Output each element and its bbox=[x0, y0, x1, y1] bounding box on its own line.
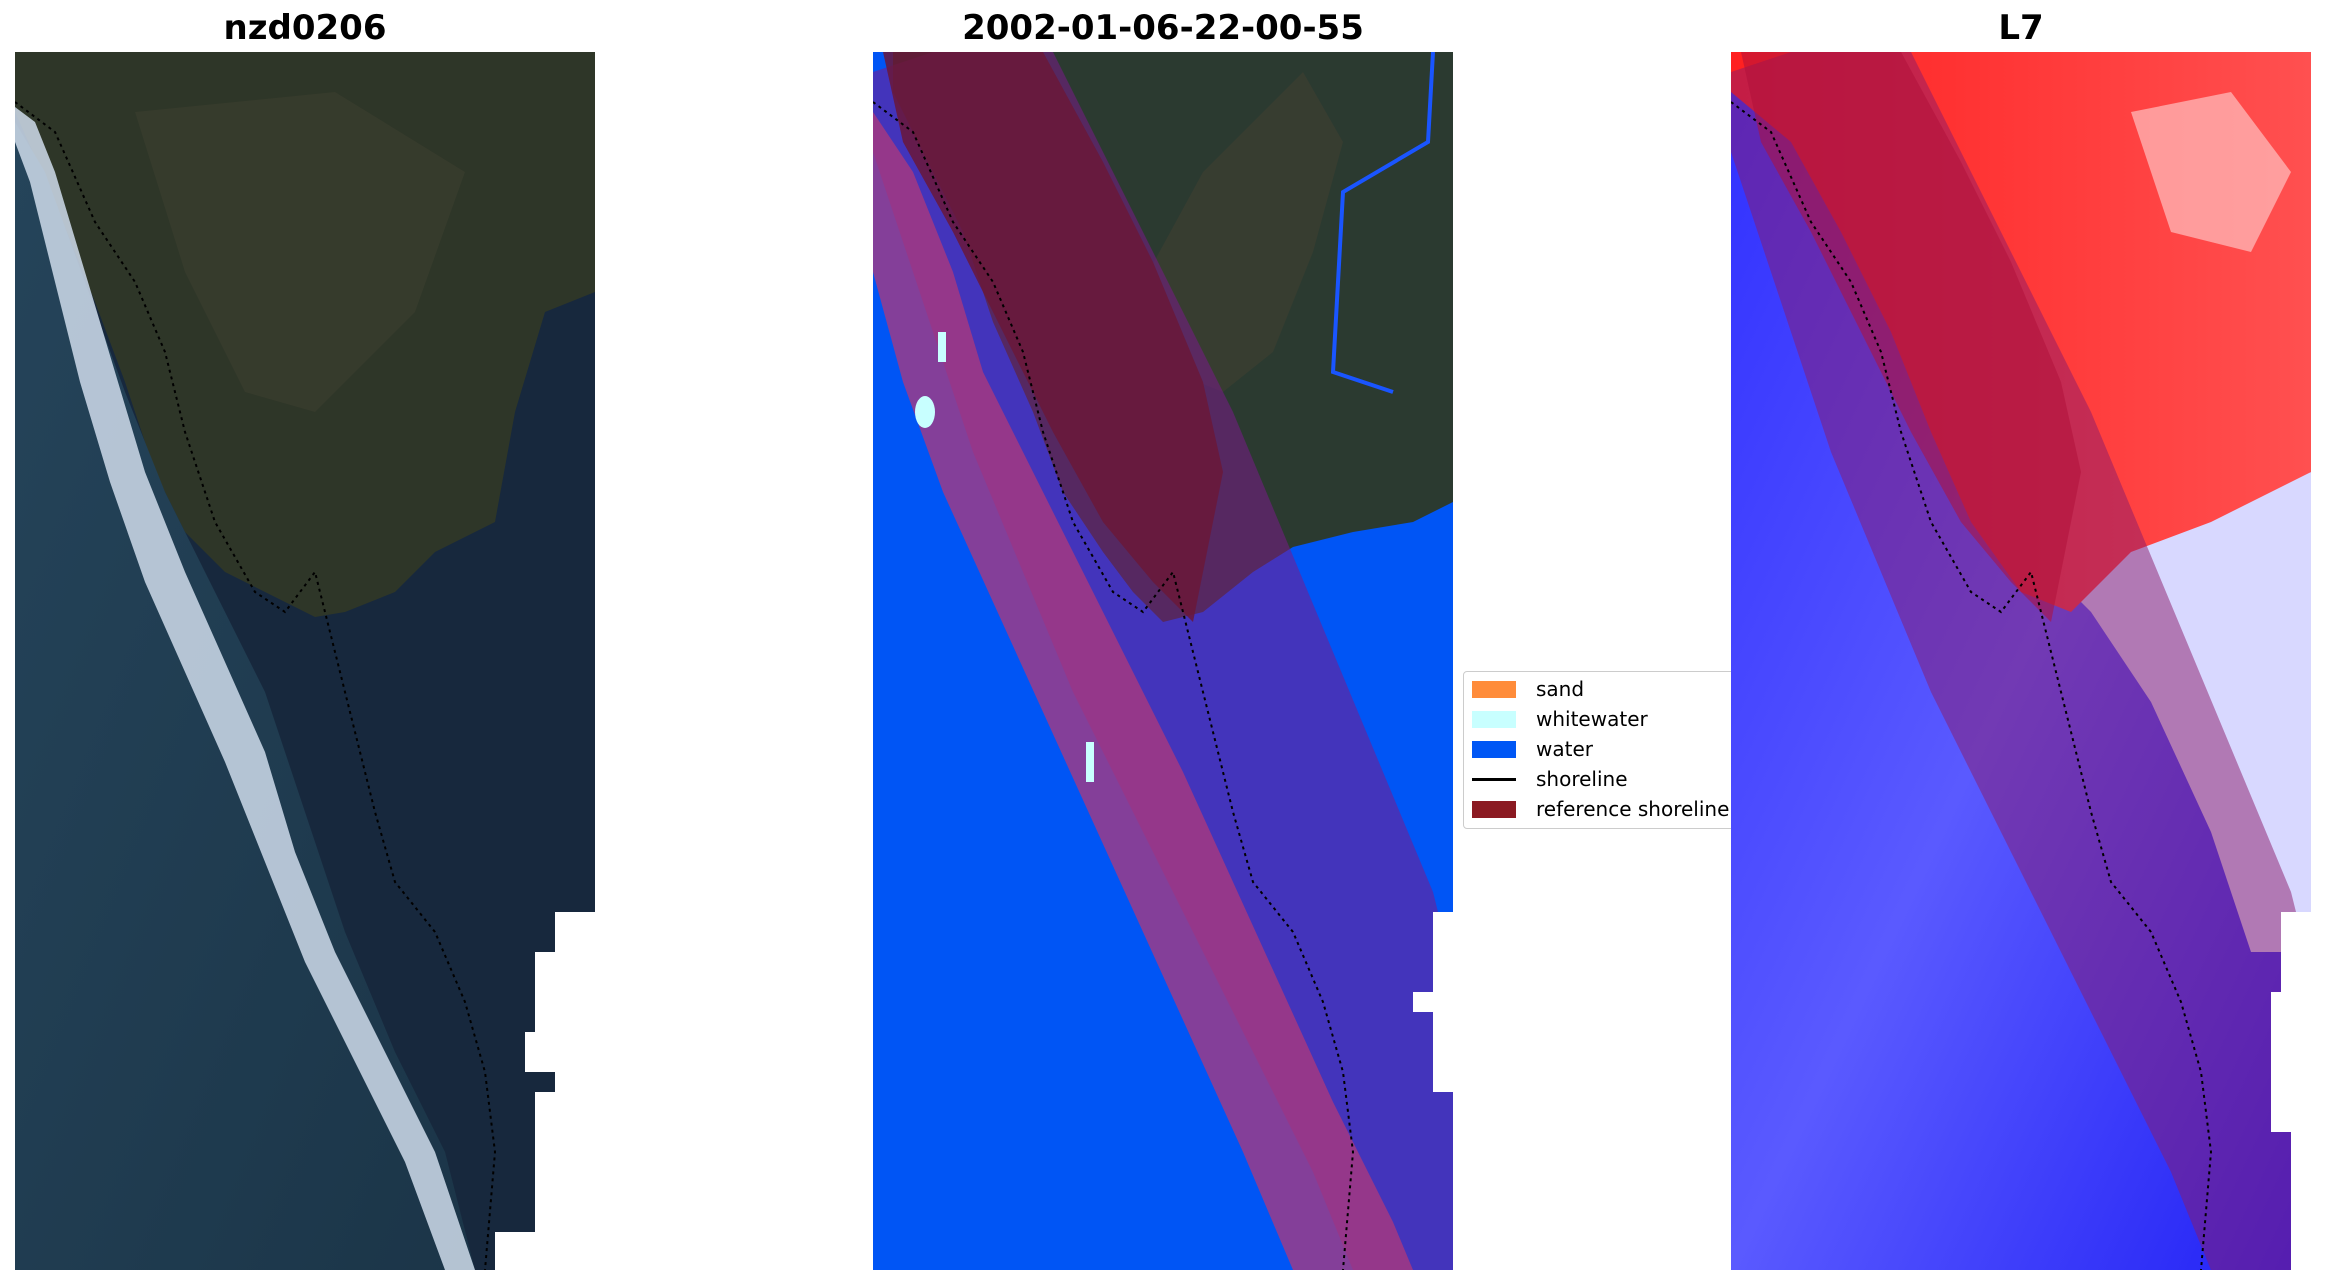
legend-line-shoreline bbox=[1472, 777, 1516, 781]
legend-swatch-whitewater bbox=[1472, 710, 1516, 728]
rgb-satellite-image bbox=[15, 52, 595, 1270]
index-map bbox=[1731, 52, 2311, 1270]
index-panel bbox=[1731, 52, 2311, 1270]
legend-label-sand: sand bbox=[1536, 677, 1585, 701]
legend-item-shoreline: shoreline bbox=[1472, 766, 1628, 792]
legend-label-whitewater: whitewater bbox=[1536, 707, 1648, 731]
legend-label-reference-shoreline: reference shoreline bbox=[1536, 797, 1730, 821]
legend-item-sand: sand bbox=[1472, 676, 1584, 702]
legend-label-shoreline: shoreline bbox=[1536, 767, 1628, 791]
legend: sand whitewater water shoreline referenc… bbox=[1463, 671, 1737, 829]
legend-swatch-reference-shoreline bbox=[1472, 800, 1516, 818]
whitewater-patch bbox=[915, 396, 935, 428]
legend-item-whitewater: whitewater bbox=[1472, 706, 1648, 732]
legend-item-water: water bbox=[1472, 736, 1593, 762]
legend-swatch-sand bbox=[1472, 680, 1516, 698]
panel-title-index: L7 bbox=[1998, 8, 2044, 48]
legend-label-water: water bbox=[1536, 737, 1593, 761]
classification-panel bbox=[873, 52, 1453, 1270]
legend-swatch-water bbox=[1472, 740, 1516, 758]
classification-map bbox=[873, 52, 1453, 1270]
panel-title-classification: 2002-01-06-22-00-55 bbox=[962, 8, 1364, 48]
rgb-image-panel bbox=[15, 52, 595, 1270]
legend-item-reference-shoreline: reference shoreline bbox=[1472, 796, 1729, 822]
panel-title-rgb: nzd0206 bbox=[223, 8, 387, 48]
